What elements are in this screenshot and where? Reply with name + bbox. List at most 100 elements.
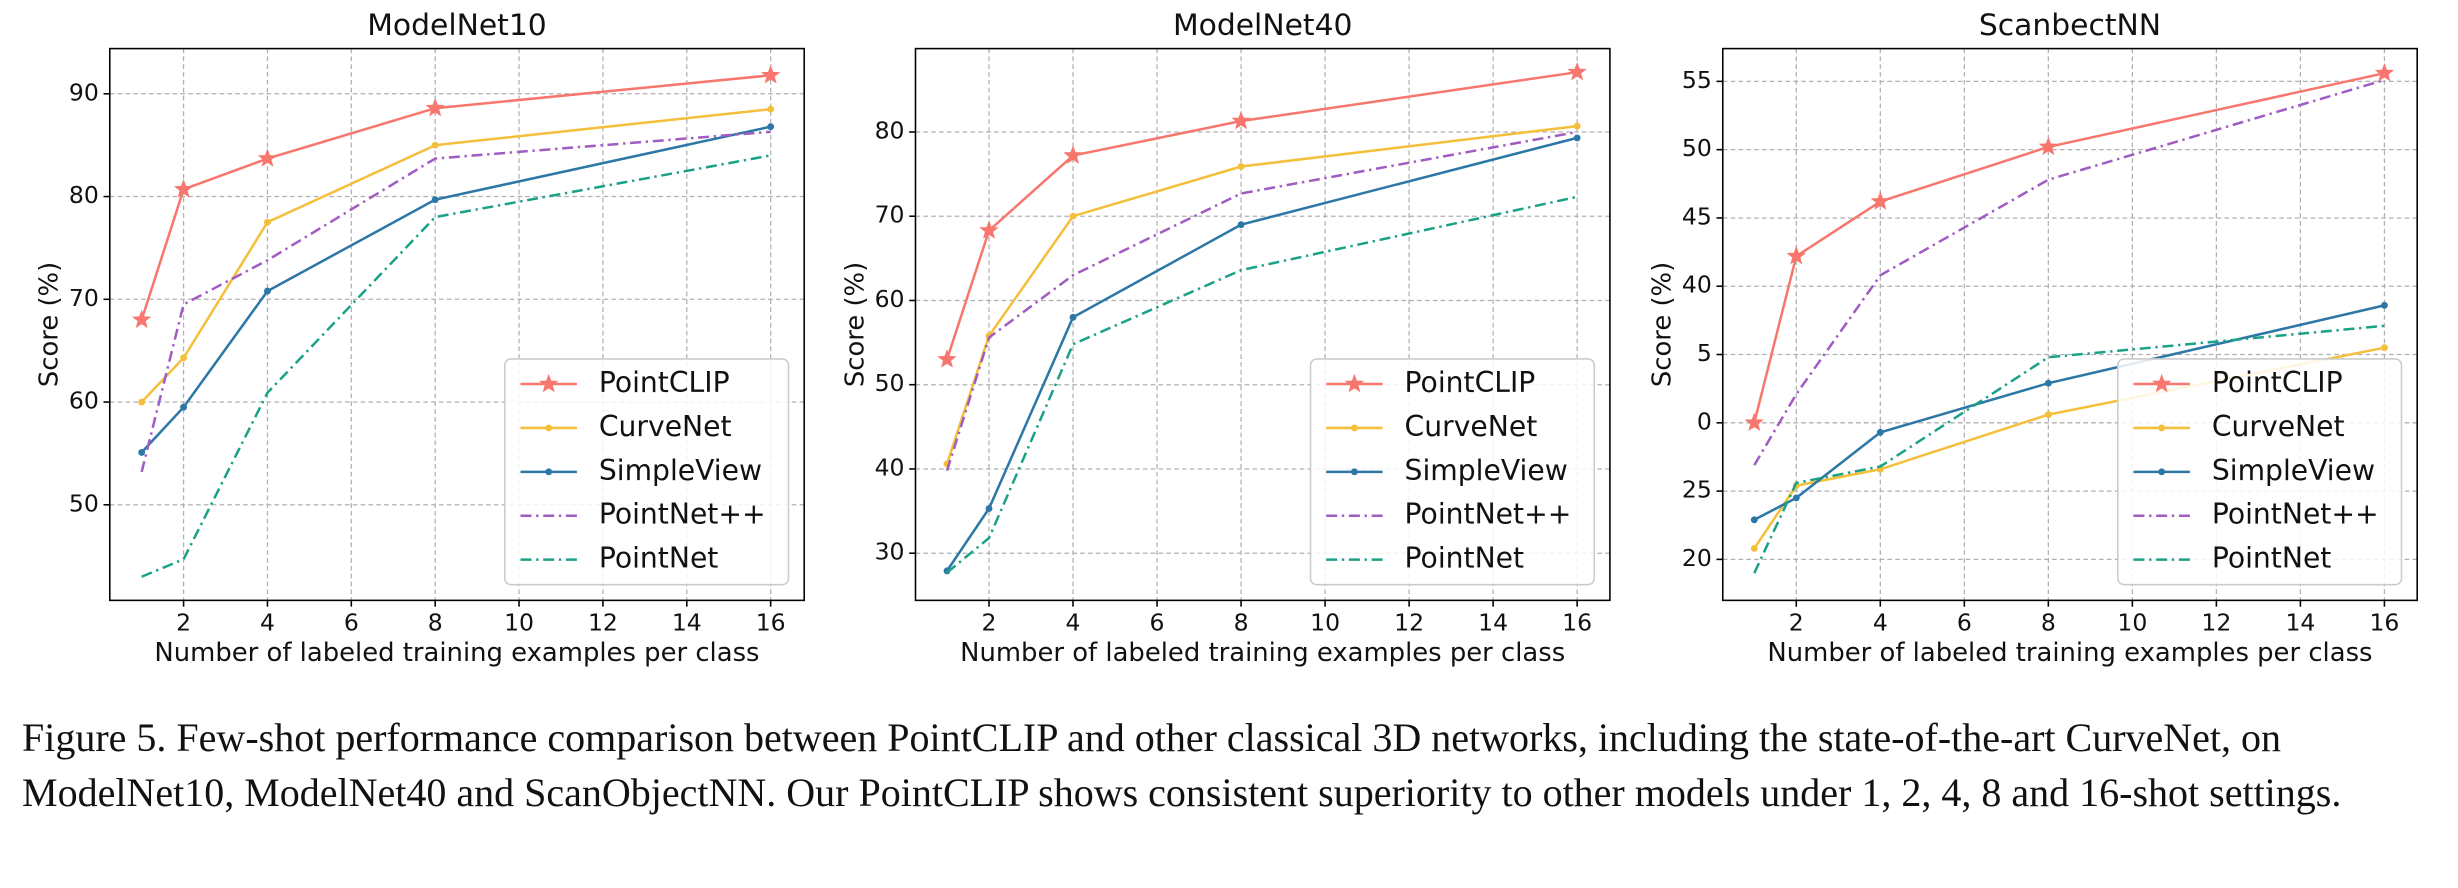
x-tick-label: 16 [756, 608, 786, 636]
x-tick-label: 14 [672, 608, 702, 636]
x-tick-label: 14 [2285, 608, 2315, 636]
y-tick-label: 25 [1682, 476, 1712, 504]
star-marker [257, 148, 278, 167]
legend-box [504, 358, 790, 586]
star-marker [1744, 412, 1764, 432]
plot-frame [1721, 47, 2418, 602]
x-tick-label: 4 [260, 608, 275, 636]
x-tick-label: 8 [2041, 608, 2056, 636]
x-tick-label: 4 [1066, 608, 1081, 636]
star-marker [1870, 191, 1890, 210]
series-line [141, 154, 771, 578]
star-marker [1231, 110, 1251, 130]
dot-marker [2380, 344, 2388, 352]
x-tick-label: 8 [1234, 608, 1249, 636]
dot-marker [180, 354, 188, 362]
x-tick-label: 14 [1478, 608, 1508, 636]
chart-title: ModelNet10 [367, 8, 547, 43]
dot-marker [2044, 411, 2052, 419]
y-tick-label: 70 [875, 201, 905, 229]
star-marker [979, 220, 999, 239]
legend-label: PointNet++ [599, 498, 766, 531]
legend-marker [539, 373, 559, 393]
x-tick-label: 2 [982, 608, 997, 636]
star-marker [937, 349, 957, 368]
y-tick-label: 5 [1697, 339, 1712, 367]
plot-frame [914, 47, 1611, 602]
x-axis-label: Number of labeled training examples per … [1767, 638, 2372, 668]
y-tick-label: 20 [1682, 544, 1712, 572]
y-tick-label: 0 [1697, 407, 1712, 435]
dot-marker [431, 196, 439, 204]
x-tick-label: 16 [2369, 608, 2399, 636]
y-tick-label: 50 [1682, 134, 1712, 162]
x-axis-label: Number of labeled training examples per … [960, 638, 1565, 668]
star-marker [2374, 62, 2395, 82]
y-axis-label: Score (%) [1648, 262, 1678, 387]
legend-box [2117, 358, 2403, 586]
series-line [140, 107, 771, 403]
dot-marker [767, 123, 775, 131]
caption: Figure 5. Few-shot performance compariso… [22, 715, 2342, 815]
legend-marker [545, 468, 553, 476]
y-tick-label: 80 [69, 181, 99, 209]
y-tick-label: 50 [875, 369, 905, 397]
dot-marker [264, 287, 271, 295]
legend-marker [2158, 424, 2166, 432]
y-tick-label: 40 [875, 453, 905, 481]
y-tick-label: 50 [69, 489, 99, 517]
plot-frame [109, 47, 805, 602]
x-tick-label: 8 [428, 608, 443, 636]
legend-label: CurveNet [2212, 410, 2345, 443]
y-tick-label: 40 [1682, 271, 1712, 299]
star-marker [425, 98, 445, 117]
dot-marker [767, 105, 775, 113]
y-tick-label: 30 [875, 538, 905, 566]
x-tick-label: 6 [1957, 608, 1972, 636]
dot-marker [138, 398, 146, 406]
legend-label: SimpleView [2212, 454, 2375, 487]
x-tick-label: 10 [1310, 608, 1340, 636]
dot-marker [1792, 494, 1800, 502]
dot-marker [1573, 122, 1581, 130]
legend-label: PointNet++ [2212, 498, 2379, 531]
y-tick-label: 60 [875, 285, 905, 313]
x-tick-label: 10 [504, 608, 534, 636]
dot-marker [1069, 313, 1077, 321]
legend-label: PointNet [2212, 542, 2332, 575]
x-tick-label: 12 [1394, 608, 1424, 636]
series-line [1753, 324, 2385, 574]
dot-marker [1750, 545, 1758, 552]
x-tick-label: 12 [588, 608, 618, 636]
x-tick-label: 10 [2117, 608, 2147, 636]
x-axis-label: Number of labeled training examples per … [154, 638, 759, 668]
legend-label: PointNet [599, 542, 719, 575]
dot-marker [180, 403, 188, 411]
star-marker [1786, 246, 1806, 265]
x-tick-label: 16 [1562, 608, 1592, 636]
dot-marker [138, 448, 146, 456]
dot-marker [1573, 134, 1581, 142]
series-line [140, 130, 771, 473]
x-tick-label: 2 [176, 608, 191, 636]
y-axis-label: Score (%) [35, 262, 65, 387]
y-tick-label: 80 [875, 116, 905, 144]
dot-marker [264, 218, 271, 226]
legend-marker [1350, 468, 1358, 476]
legend-label: PointCLIP [1405, 366, 1536, 399]
dot-marker [1069, 212, 1077, 220]
dot-marker [1237, 163, 1245, 170]
star-marker [1567, 61, 1587, 81]
dot-marker [985, 505, 993, 512]
star-marker [760, 65, 781, 84]
y-tick-label: 90 [69, 78, 99, 106]
chart-title: ScanbectNN [1979, 8, 2161, 43]
chart: ScanbectNN 20 25 0 5 40 45 50 55 2 4 6 8 10 12 14 16Numb… [1648, 8, 2418, 668]
legend-marker [1350, 424, 1358, 432]
legend-label: PointNet [1405, 542, 1525, 575]
legend-marker [2158, 468, 2166, 476]
legend-label: CurveNet [1405, 410, 1538, 443]
y-tick-label: 70 [69, 284, 99, 312]
